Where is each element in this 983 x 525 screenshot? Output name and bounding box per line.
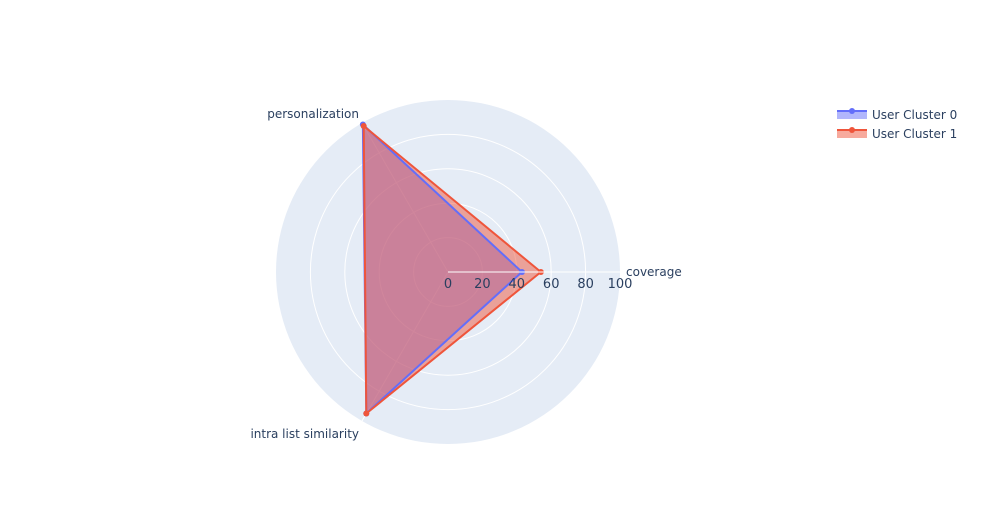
series-fill-1 [363,126,541,414]
data-point[interactable] [363,410,370,417]
radial-tick-label: 80 [577,277,594,292]
radial-tick-label: 0 [444,277,452,292]
radial-tick-label: 60 [543,277,560,292]
legend-marker [849,127,855,133]
legend-item[interactable]: User Cluster 0 [837,108,957,122]
radial-tick-label: 40 [509,277,526,292]
radial-tick-label: 20 [474,277,491,292]
legend-item[interactable]: User Cluster 1 [837,127,957,141]
legend-label: User Cluster 0 [872,108,957,122]
legend-marker [849,108,855,114]
category-label: coverage [626,265,682,279]
legend[interactable]: User Cluster 0 User Cluster 1 [837,108,957,141]
data-point[interactable] [360,123,367,130]
category-label: intra list similarity [250,427,359,441]
legend-swatch [837,130,867,138]
legend-swatch [837,111,867,119]
series-line-1 [362,125,542,415]
radial-ticks: 0 20 40 60 80 100 [444,271,633,292]
axis-labels: coverage personalization intra list simila… [250,107,681,441]
category-label: personalization [267,107,359,121]
radial-tick-label: 100 [608,277,633,292]
legend-label: User Cluster 1 [872,127,957,141]
series-layer [359,121,544,417]
